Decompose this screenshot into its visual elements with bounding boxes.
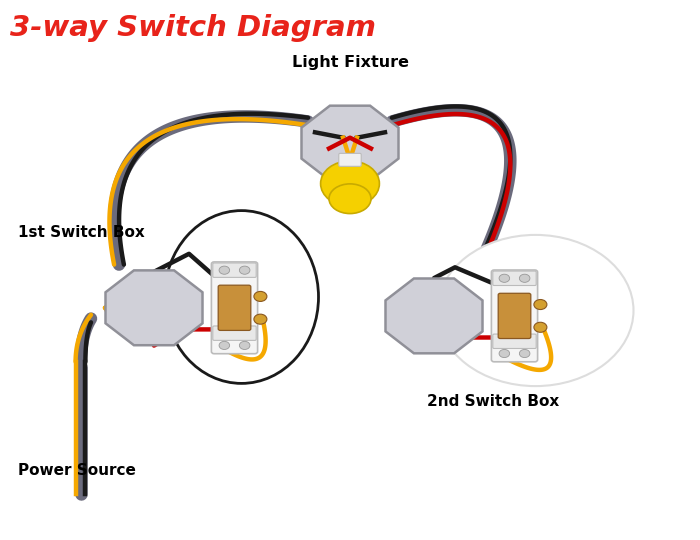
Circle shape [499,274,510,282]
Circle shape [321,161,379,206]
FancyBboxPatch shape [218,285,251,330]
FancyBboxPatch shape [211,262,258,354]
Circle shape [219,266,230,274]
Circle shape [499,349,510,357]
Text: Light Fixture: Light Fixture [291,55,409,70]
Circle shape [534,322,547,332]
FancyBboxPatch shape [213,263,256,278]
Circle shape [519,274,530,282]
Circle shape [438,235,634,386]
Circle shape [219,341,230,349]
Polygon shape [386,279,482,353]
Text: 3-way Switch Diagram: 3-way Switch Diagram [10,14,377,42]
Text: 2nd Switch Box: 2nd Switch Box [427,394,559,409]
Circle shape [519,349,530,357]
FancyBboxPatch shape [491,270,538,362]
Circle shape [254,292,267,301]
Circle shape [239,266,250,274]
Circle shape [534,300,547,309]
Circle shape [254,314,267,324]
Polygon shape [106,271,202,345]
FancyBboxPatch shape [339,153,361,166]
FancyBboxPatch shape [213,326,256,340]
Text: 1st Switch Box: 1st Switch Box [18,225,144,240]
FancyBboxPatch shape [493,334,536,348]
FancyBboxPatch shape [493,271,536,286]
Circle shape [239,341,250,349]
FancyBboxPatch shape [498,293,531,339]
Ellipse shape [329,184,371,213]
Text: Power Source: Power Source [18,463,135,478]
Polygon shape [302,106,398,180]
